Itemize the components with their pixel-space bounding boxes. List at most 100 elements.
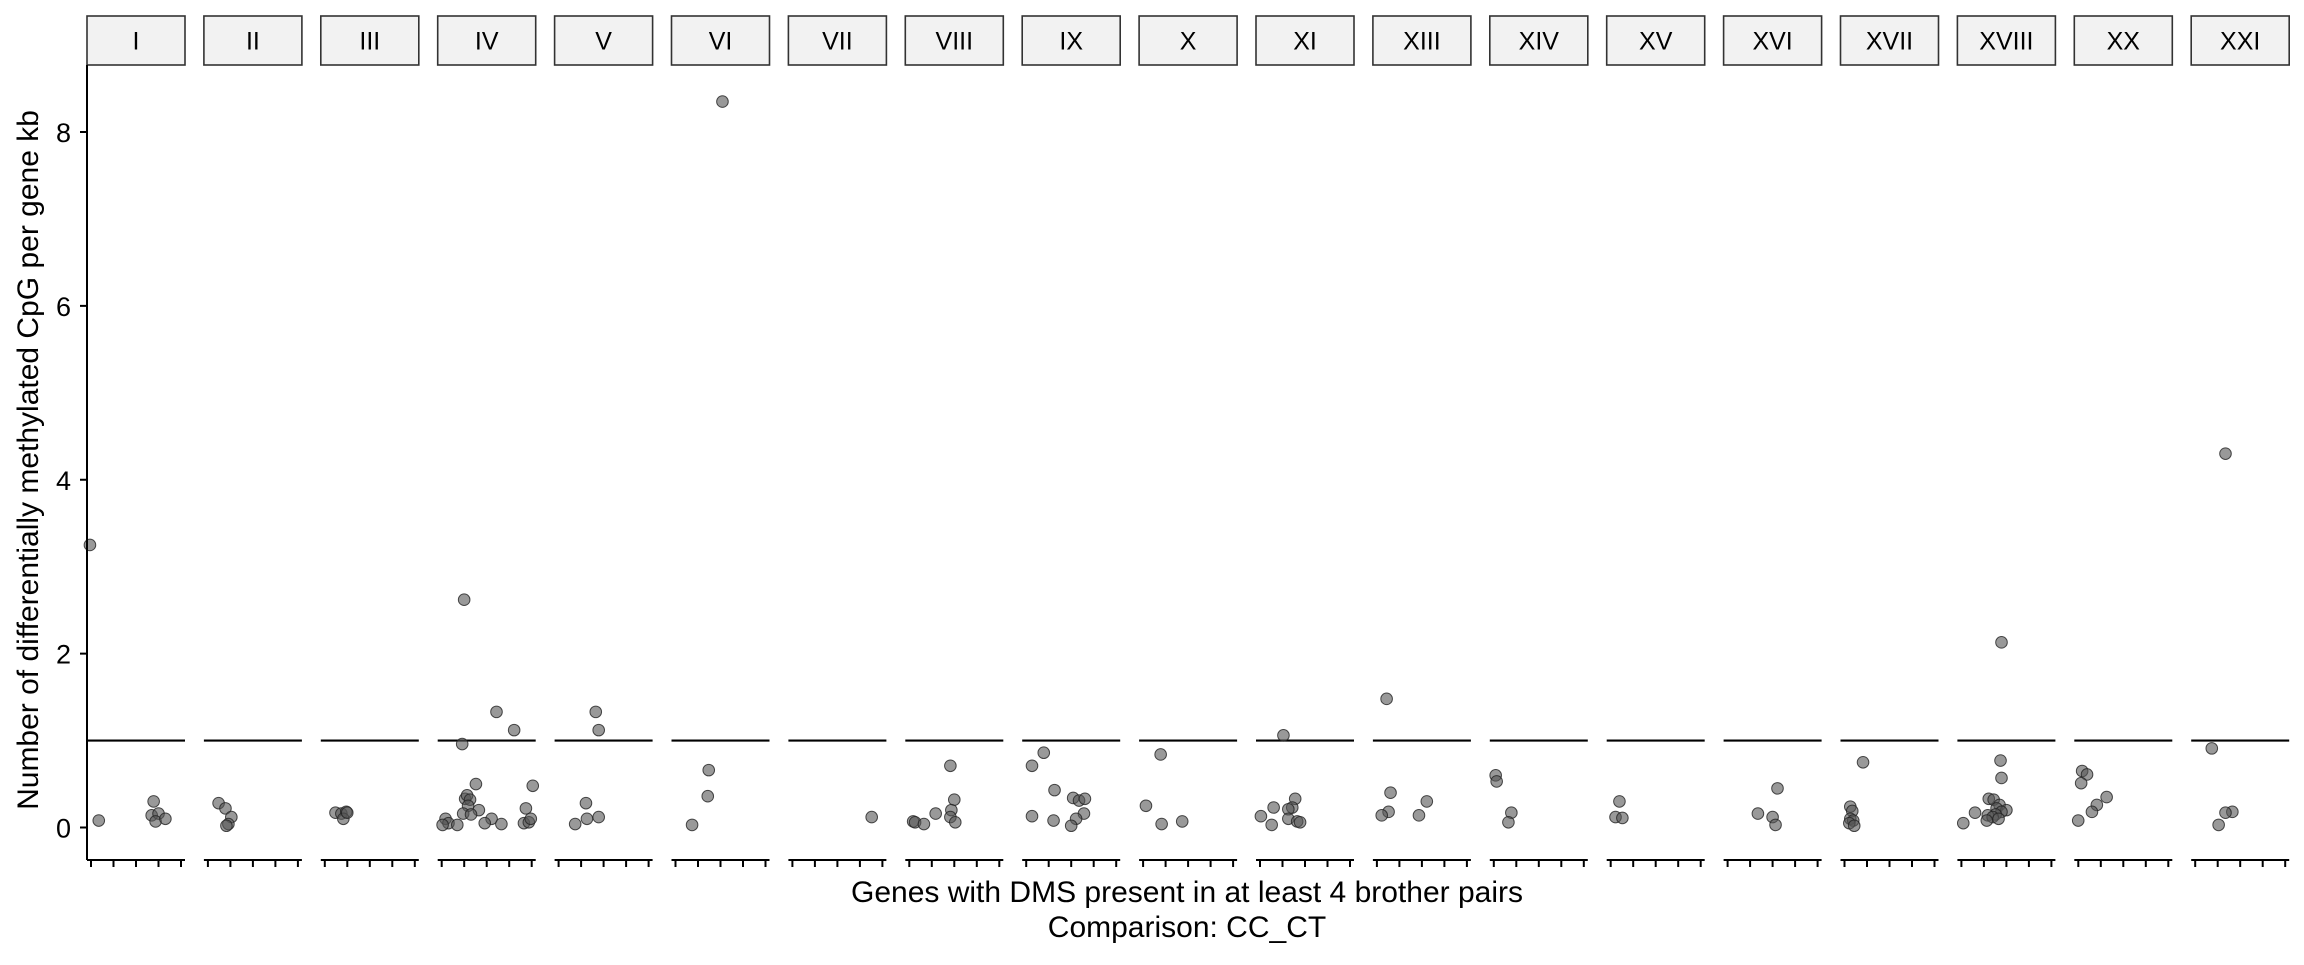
data-point: [1502, 815, 1515, 829]
data-point: [1380, 692, 1393, 706]
data-point: [1995, 636, 2008, 649]
facet-strip-label: XI: [1293, 28, 1317, 56]
data-point: [865, 810, 879, 824]
data-point: [917, 817, 931, 831]
data-point: [147, 795, 160, 808]
data-point: [1064, 819, 1078, 833]
data-point: [1956, 816, 1970, 830]
data-point: [2074, 776, 2088, 790]
data-point: [436, 818, 449, 832]
data-point: [2205, 742, 2219, 755]
data-point: [568, 817, 582, 831]
data-point: [2212, 818, 2225, 832]
facet-panel-ix: IX: [1021, 15, 1122, 867]
data-point: [580, 812, 594, 826]
data-point: [2085, 805, 2099, 819]
facet-panel-viii: VIII: [904, 15, 1005, 867]
y-tick-label: 4: [56, 466, 71, 496]
y-tick-label: 2: [56, 640, 71, 670]
facet-strip: [319, 15, 420, 66]
data-point: [1293, 815, 1307, 829]
data-point: [469, 777, 483, 791]
facet-strip-label: V: [595, 28, 612, 56]
data-point: [702, 763, 716, 777]
data-point: [457, 593, 471, 607]
data-point: [1968, 806, 1982, 820]
facet-strip: [436, 15, 537, 66]
x-axis-subtitle: Comparison: CC_CT: [1048, 911, 1326, 944]
data-point: [464, 808, 478, 821]
data-point: [495, 817, 508, 831]
facet-strip: [1255, 15, 1355, 66]
facet-panel-xiii: XIII: [1372, 15, 1472, 867]
facet-panels: I II III IV V VI VII VIII IX X XI XIII XIV XV XVI XVII X…: [83, 15, 2290, 867]
data-point: [1277, 729, 1290, 742]
facet-strip-label: II: [246, 28, 260, 56]
data-point: [220, 819, 233, 833]
facet-strip-label: XIII: [1403, 28, 1441, 56]
facet-strip-label: IV: [475, 28, 499, 56]
data-point: [2071, 814, 2085, 827]
facet-panel-vii: VII: [787, 15, 888, 867]
data-point: [1751, 807, 1765, 820]
data-point: [451, 818, 464, 832]
facet-strip-label: XV: [1639, 28, 1673, 56]
data-point: [589, 705, 603, 719]
data-point: [1025, 759, 1039, 773]
x-axis-title: Genes with DMS present in at least 4 bro…: [851, 876, 1523, 909]
data-point: [1384, 786, 1397, 800]
data-point: [1613, 795, 1626, 808]
data-point: [1420, 795, 1434, 808]
facet-strip-label: VII: [822, 28, 853, 56]
y-tick-label: 8: [56, 118, 71, 148]
facet-strip: [2190, 15, 2290, 66]
data-point: [948, 793, 961, 806]
facet-strip-label: XXI: [2220, 28, 2260, 56]
facet-panel-xiv: XIV: [1489, 15, 1589, 867]
data-point: [1375, 809, 1389, 822]
data-point: [83, 538, 97, 552]
data-point: [948, 815, 962, 829]
facet-panel-vi: VI: [670, 15, 771, 867]
y-axis-title: Number of differentially methylated CpG …: [12, 110, 45, 810]
data-point: [716, 95, 729, 108]
data-point: [1254, 809, 1268, 823]
data-point: [1992, 812, 2005, 826]
data-point: [1025, 809, 1039, 823]
data-point: [1139, 799, 1153, 813]
data-point: [159, 812, 172, 826]
facet-strip: [1839, 15, 1940, 66]
facet-panel-v: V: [553, 15, 654, 867]
data-point: [219, 802, 232, 815]
data-point: [340, 806, 354, 820]
facet-strip: [787, 15, 888, 66]
data-point: [478, 816, 492, 830]
facet-strip-label: VIII: [936, 28, 974, 56]
data-point: [1155, 817, 1168, 831]
data-point: [1078, 792, 1092, 806]
data-point: [1265, 818, 1278, 832]
facet-panel-x: X: [1138, 15, 1238, 867]
data-point: [1037, 746, 1051, 760]
facet-panel-xx: XX: [2071, 15, 2174, 867]
data-point: [1175, 815, 1189, 828]
data-point: [579, 796, 593, 810]
facet-panel-xi: XI: [1254, 15, 1355, 867]
facet-strip: [670, 15, 771, 66]
facet-panel-xvii: XVII: [1839, 15, 1940, 867]
data-point: [507, 723, 521, 737]
facet-panel-iv: IV: [436, 15, 540, 867]
data-point: [592, 810, 606, 824]
facet-strip-label: XX: [2107, 28, 2141, 56]
facet-strip-label: I: [133, 28, 140, 56]
y-axis: 0 2 4 6 8: [56, 65, 88, 860]
data-point: [929, 807, 942, 820]
data-point: [1995, 771, 2008, 785]
data-point: [1994, 754, 2007, 767]
facet-strip: [203, 15, 303, 66]
facet-strip: [1021, 15, 1122, 66]
facet-strip-label: XVI: [1752, 28, 1792, 56]
facet-strip: [904, 15, 1005, 66]
